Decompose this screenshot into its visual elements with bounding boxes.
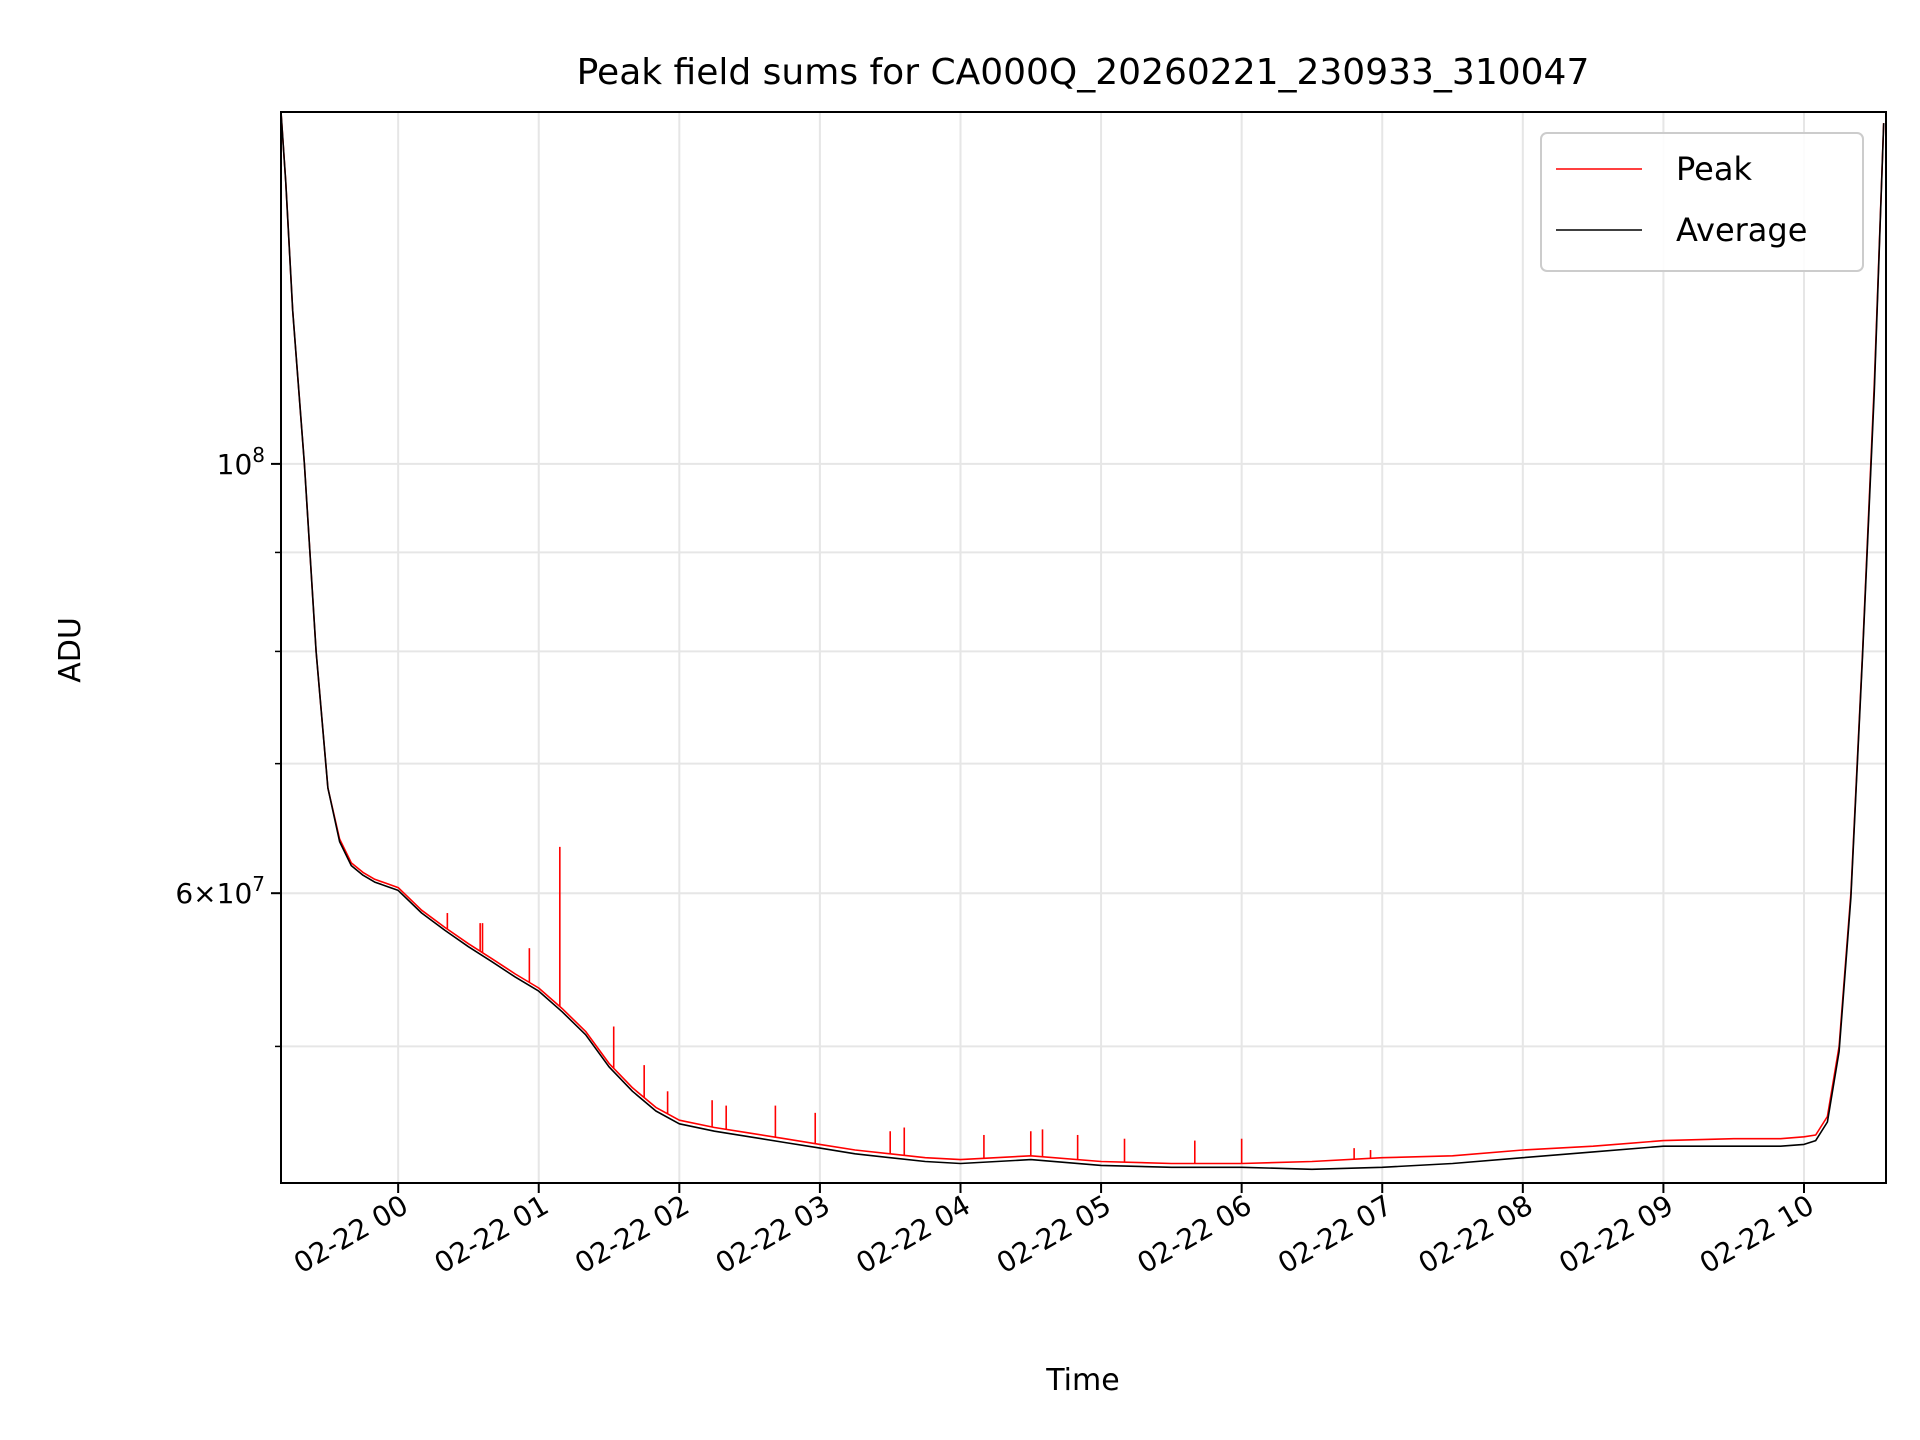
plot-frame — [280, 111, 1887, 1184]
series-line-average — [281, 112, 1885, 1171]
y-tick-label: 6×107 — [175, 872, 265, 910]
legend: Peak Average — [1540, 132, 1864, 272]
legend-box — [1540, 132, 1864, 272]
plot-area — [281, 112, 1885, 1171]
series-layer — [281, 112, 1885, 1171]
series-line-peak — [281, 112, 1885, 1165]
x-axis-label: Time — [1045, 1363, 1119, 1398]
legend-label-average: Average — [1676, 211, 1807, 249]
chart-title: Peak field sums for CA000Q_20260221_2309… — [577, 52, 1590, 93]
legend-label-peak: Peak — [1676, 150, 1752, 188]
y-tick-label: 108 — [217, 443, 265, 481]
grid — [281, 112, 1886, 1183]
y-axis-ticks: 108 6×107 — [175, 443, 281, 1048]
y-axis-label: ADU — [53, 617, 88, 683]
